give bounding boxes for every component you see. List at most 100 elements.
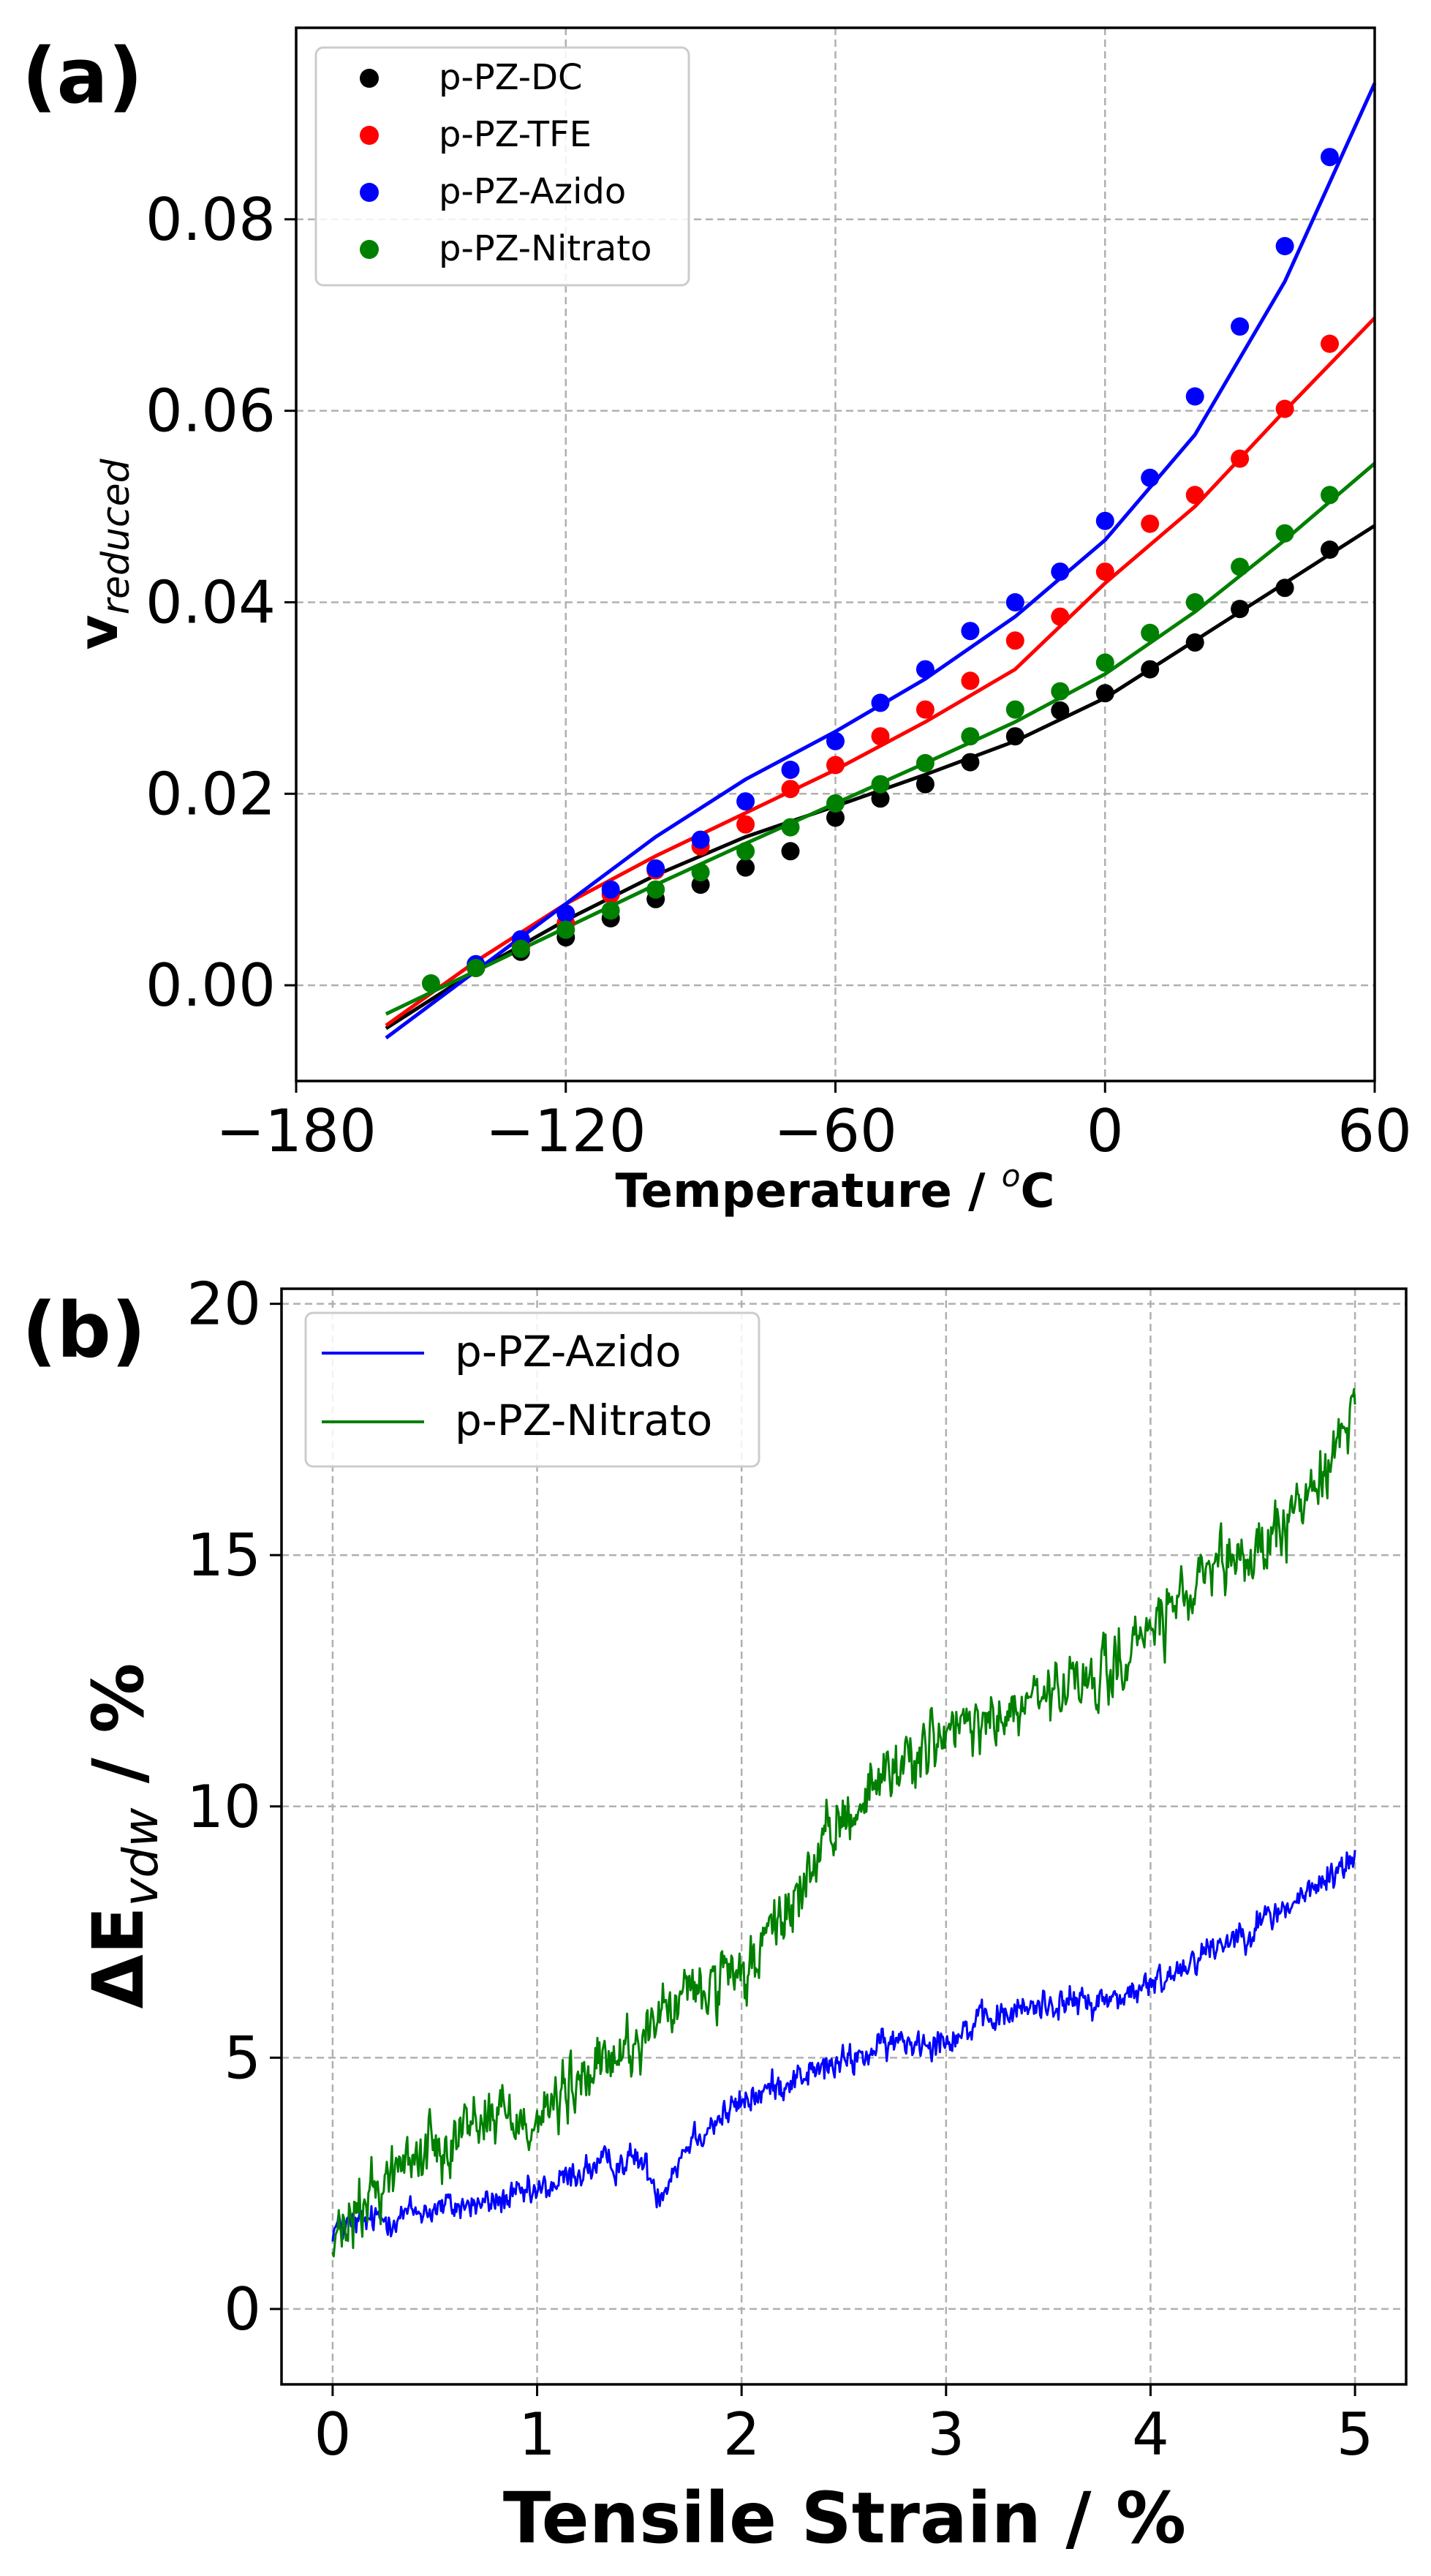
data-point-p-pz-nitrato: [646, 880, 665, 899]
data-point-p-pz-azido: [556, 904, 575, 923]
data-point-p-pz-nitrato: [915, 753, 935, 772]
data-point-p-pz-tfe: [1231, 449, 1250, 468]
data-point-p-pz-tfe: [1141, 514, 1160, 533]
panel-b-series-lines: [331, 1387, 1356, 2258]
data-point-p-pz-tfe: [961, 671, 980, 690]
data-point-p-pz-tfe: [736, 815, 755, 834]
panel-b-x-tick-label: 0: [314, 2400, 351, 2468]
panel-b-strain-chart: (b) 0 1 2 3 4 5 0 5 10 15 20 p-PZ-Azido p-PZ-Nitra…: [22, 1270, 1408, 2559]
data-point-p-pz-azido: [1141, 468, 1160, 487]
panel-b-x-axis-title: Tensile Strain / %: [503, 2477, 1186, 2559]
data-point-p-pz-dc: [826, 808, 845, 827]
data-point-p-pz-dc: [1005, 727, 1024, 746]
series-line-p-pz-nitrato: [331, 1387, 1356, 2258]
data-point-p-pz-azido: [1051, 562, 1070, 581]
data-point-p-pz-azido: [1095, 511, 1114, 530]
data-point-p-pz-nitrato: [826, 794, 845, 813]
panel-a-y-tick-label: 0.06: [146, 377, 276, 445]
data-point-p-pz-nitrato: [1185, 593, 1204, 611]
legend-marker-dc: [360, 69, 379, 88]
data-point-p-pz-azido: [601, 880, 620, 899]
data-point-p-pz-dc: [736, 858, 755, 877]
data-point-p-pz-dc: [1185, 633, 1204, 652]
data-point-p-pz-dc: [781, 842, 800, 861]
data-point-p-pz-dc: [871, 789, 890, 808]
data-point-p-pz-nitrato: [1275, 524, 1294, 543]
panel-a-ticks: −180 −120 −60 0 60 0.00 0.02 0.04 0.06 0.08: [146, 186, 1412, 1165]
panel-a-temperature-chart: (a) −180 −120 −60 0 60 0.00 0.02 0.04 0.06 0.08 p…: [22, 26, 1412, 1219]
data-point-p-pz-dc: [1141, 660, 1160, 679]
data-point-p-pz-nitrato: [467, 959, 486, 977]
data-point-p-pz-dc: [1231, 600, 1250, 619]
panel-b-x-tick-label: 3: [927, 2400, 964, 2468]
data-point-p-pz-tfe: [1275, 399, 1294, 418]
data-point-p-pz-dc: [961, 753, 980, 772]
panel-b-y-tick-label: 0: [224, 2275, 261, 2343]
data-point-p-pz-nitrato: [961, 727, 980, 746]
panel-b-legend: p-PZ-Azido p-PZ-Nitrato: [304, 1311, 760, 1468]
panel-b-x-tick-label: 5: [1337, 2400, 1374, 2468]
data-point-p-pz-tfe: [826, 756, 845, 775]
data-point-p-pz-tfe: [1005, 631, 1024, 650]
data-point-p-pz-nitrato: [421, 974, 440, 993]
panel-a-x-tick-label: −180: [216, 1097, 377, 1165]
data-point-p-pz-nitrato: [1231, 557, 1250, 576]
legend-marker-nitrato: [360, 240, 379, 259]
data-point-p-pz-azido: [1275, 237, 1294, 255]
data-point-p-pz-azido: [915, 660, 935, 679]
data-point-p-pz-tfe: [1095, 562, 1114, 581]
panel-b-x-tick-label: 1: [518, 2400, 556, 2468]
panel-b-label: (b): [22, 1286, 146, 1375]
panel-a-y-tick-label: 0.04: [146, 568, 276, 636]
panel-b-x-tick-label: 2: [723, 2400, 760, 2468]
legend-label-azido-b: p-PZ-Azido: [455, 1327, 681, 1376]
panel-a-x-tick-label: 0: [1087, 1097, 1124, 1165]
data-point-p-pz-nitrato: [871, 775, 890, 794]
panel-a-legend-box: [314, 46, 690, 287]
legend-label-azido: p-PZ-Azido: [439, 171, 626, 212]
data-point-p-pz-azido: [1185, 387, 1204, 406]
legend-marker-azido: [360, 183, 379, 202]
panel-b-y-tick-label: 20: [186, 1270, 261, 1338]
data-point-p-pz-azido: [871, 693, 890, 712]
panel-a-x-axis-title: Temperature / oC: [616, 1158, 1055, 1219]
data-point-p-pz-tfe: [871, 727, 890, 746]
panel-a-y-tick-label: 0.00: [146, 952, 276, 1020]
panel-b-y-tick-label: 15: [186, 1521, 261, 1589]
data-point-p-pz-tfe: [1321, 334, 1339, 353]
legend-label-nitrato-b: p-PZ-Nitrato: [455, 1396, 712, 1445]
data-point-p-pz-nitrato: [601, 901, 620, 920]
panel-b-x-tick-label: 4: [1132, 2400, 1169, 2468]
legend-marker-tfe: [360, 126, 379, 145]
data-point-p-pz-nitrato: [556, 920, 575, 939]
data-point-p-pz-nitrato: [781, 818, 800, 837]
data-point-p-pz-nitrato: [1321, 486, 1339, 505]
data-point-p-pz-tfe: [1051, 607, 1070, 626]
data-point-p-pz-dc: [1095, 684, 1114, 703]
panel-a-x-tick-label: −120: [486, 1097, 646, 1165]
data-point-p-pz-nitrato: [691, 863, 710, 882]
data-point-p-pz-tfe: [915, 700, 935, 719]
panel-a-data-points: [421, 148, 1339, 993]
legend-label-tfe: p-PZ-TFE: [439, 114, 592, 155]
panel-b-ticks: 0 1 2 3 4 5 0 5 10 15 20: [186, 1270, 1373, 2468]
data-point-p-pz-azido: [826, 731, 845, 750]
data-point-p-pz-azido: [736, 792, 755, 811]
panel-a-y-axis-title: vreduced: [67, 458, 138, 649]
data-point-p-pz-azido: [781, 761, 800, 779]
legend-label-dc: p-PZ-DC: [439, 57, 583, 98]
data-point-p-pz-tfe: [781, 780, 800, 799]
panel-a-x-tick-label: −60: [774, 1097, 897, 1165]
panel-b-legend-box: [304, 1311, 760, 1468]
data-point-p-pz-dc: [1051, 701, 1070, 720]
data-point-p-pz-dc: [915, 775, 935, 794]
panel-a-x-tick-label: 60: [1337, 1097, 1412, 1165]
panel-a-label: (a): [22, 31, 143, 121]
data-point-p-pz-tfe: [1185, 486, 1204, 505]
panel-a-y-tick-label: 0.02: [146, 760, 276, 828]
panel-b-frame: [280, 1287, 1408, 2386]
panel-a-y-tick-label: 0.08: [146, 186, 276, 254]
data-point-p-pz-azido: [646, 859, 665, 878]
data-point-p-pz-nitrato: [1005, 700, 1024, 719]
panel-a-legend: p-PZ-DC p-PZ-TFE p-PZ-Azido p-PZ-Nitrato: [314, 46, 690, 287]
